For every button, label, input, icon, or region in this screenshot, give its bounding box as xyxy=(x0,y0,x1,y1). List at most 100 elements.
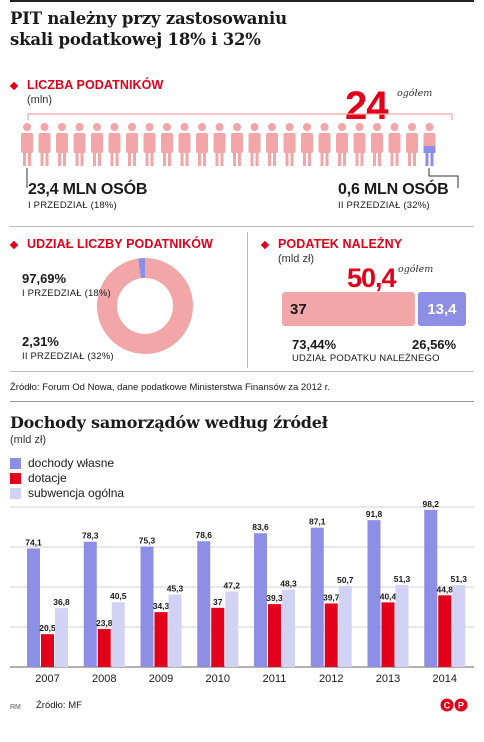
x-tick-label: 2010 xyxy=(206,673,230,685)
section-marker-icon xyxy=(260,240,270,250)
tax-total-suffix: ogółem xyxy=(398,264,434,275)
person-icon xyxy=(336,123,348,166)
legend-label-grants: dotacje xyxy=(28,471,67,485)
person-icon xyxy=(143,123,156,166)
source-note: Źródło: Forum Od Nowa, dane podatkowe Mi… xyxy=(10,382,330,393)
tax-title: PODATEK NALEŻNY xyxy=(278,237,403,251)
x-tick-label: 2013 xyxy=(376,673,400,685)
person-icon xyxy=(231,123,243,166)
bar-2013-3 xyxy=(395,584,409,667)
tax-bar-first xyxy=(282,292,415,326)
tax-bar-second-value: 13,4 xyxy=(427,301,457,318)
person-icon xyxy=(56,123,68,166)
value-label: 23,8 xyxy=(96,618,113,628)
value-label: 91,8 xyxy=(366,509,383,519)
person-icon xyxy=(126,123,138,166)
x-tick-label: 2007 xyxy=(35,673,59,685)
share-donut xyxy=(97,258,193,354)
value-label: 50,7 xyxy=(337,575,354,585)
donut-slice-1 xyxy=(97,258,193,354)
page-title-line1: PIT należny przy zastosowaniu xyxy=(10,9,287,28)
x-tick-label: 2014 xyxy=(433,673,457,685)
x-tick-label: 2008 xyxy=(92,673,116,685)
value-label: 78,3 xyxy=(82,531,99,541)
value-label: 44,8 xyxy=(436,584,453,594)
share-first-pct: 97,69% xyxy=(22,271,67,286)
value-label: 83,6 xyxy=(252,522,269,532)
section-marker-icon xyxy=(9,81,19,91)
value-label: 87,1 xyxy=(309,517,326,527)
taxpayers-total-suffix: ogółem xyxy=(397,88,433,99)
person-icon xyxy=(196,123,208,166)
value-label: 78,6 xyxy=(195,530,212,540)
legend-label-own: dochody własne xyxy=(28,456,115,470)
bar-2014-1 xyxy=(424,509,438,667)
taxpayers-second-label: II PRZEDZIAŁ (32%) xyxy=(338,200,430,211)
section-marker-icon xyxy=(9,240,19,250)
taxpayers-total: 24 xyxy=(345,84,388,128)
person-icon xyxy=(108,123,121,166)
divider xyxy=(10,401,474,402)
value-label: 39,7 xyxy=(323,592,340,602)
person-icon xyxy=(266,123,278,166)
value-label: 75,3 xyxy=(139,536,156,546)
person-icon xyxy=(73,123,86,166)
bar-2009-3 xyxy=(168,594,182,667)
legend-label-subsidy: subwencja ogólna xyxy=(28,486,125,500)
bar-2012-2 xyxy=(324,603,338,667)
person-icon xyxy=(353,123,366,166)
tax-total: 50,4 xyxy=(347,263,397,293)
x-tick-label: 2012 xyxy=(319,673,343,685)
bar-2010-1 xyxy=(197,541,211,667)
divider xyxy=(10,371,474,372)
x-tick-label: 2011 xyxy=(263,673,287,685)
tax-second-pct: 26,56% xyxy=(412,337,457,352)
bar-2011-1 xyxy=(254,533,267,667)
person-icon xyxy=(91,123,103,166)
value-label: 74,1 xyxy=(25,537,42,547)
bar-2011-3 xyxy=(282,589,295,667)
bar-2007-3 xyxy=(55,608,68,667)
value-label: 98,2 xyxy=(422,500,439,509)
person-icon xyxy=(178,123,191,166)
page-title-line2: skali podatkowej 18% i 32% xyxy=(10,30,261,49)
bar-2009-1 xyxy=(140,546,154,667)
value-label: 40,5 xyxy=(110,591,127,601)
svg-text:C: C xyxy=(444,701,451,711)
taxpayers-second-value: 0,6 MLN OSÓB xyxy=(338,181,449,198)
value-label: 45,3 xyxy=(167,584,184,594)
share-second-pct: 2,31% xyxy=(22,334,59,349)
bar-2012-3 xyxy=(338,585,352,667)
value-label: 47,2 xyxy=(223,580,240,590)
person-icon xyxy=(388,123,401,166)
person-icon xyxy=(283,123,296,166)
bar-2013-2 xyxy=(381,602,395,667)
value-label: 34,3 xyxy=(153,601,170,611)
income-bar-chart: 74,1 20,5 36,8 2007 78,3 23,8 40,5 2008 75,3 34,3… xyxy=(10,500,474,685)
value-label: 20,5 xyxy=(39,623,56,633)
person-icon xyxy=(21,123,33,166)
bar-2014-3 xyxy=(452,584,466,667)
publisher-logo: C P xyxy=(440,698,468,712)
bar-2014-2 xyxy=(438,595,452,667)
value-label: 36,8 xyxy=(53,597,70,607)
person-icon xyxy=(318,123,331,166)
tax-bar-first-value: 37 xyxy=(290,301,307,318)
bar-2012-1 xyxy=(310,527,324,667)
share-title: UDZIAŁ LICZBY PODATNIKÓW xyxy=(27,237,213,251)
value-label: 48,3 xyxy=(280,579,297,589)
taxpayers-unit: (mln) xyxy=(27,94,53,106)
value-label: 51,3 xyxy=(394,574,411,584)
taxpayers-first-label: I PRZEDZIAŁ (18%) xyxy=(28,200,117,211)
share-second-label: II PRZEDZIAŁ (32%) xyxy=(22,351,114,362)
bar-2008-2 xyxy=(97,628,111,667)
legend-swatch-grants xyxy=(10,473,21,484)
value-label: 51,3 xyxy=(450,574,467,584)
bar-2009-2 xyxy=(154,612,168,667)
person-icon xyxy=(213,123,226,166)
bar-2013-1 xyxy=(367,520,381,667)
value-label: 40,4 xyxy=(380,591,397,601)
tax-bar: 37 13,4 xyxy=(282,292,466,326)
taxpayers-title: LICZBA PODATNIKÓW xyxy=(27,78,164,92)
person-icon xyxy=(301,123,313,166)
